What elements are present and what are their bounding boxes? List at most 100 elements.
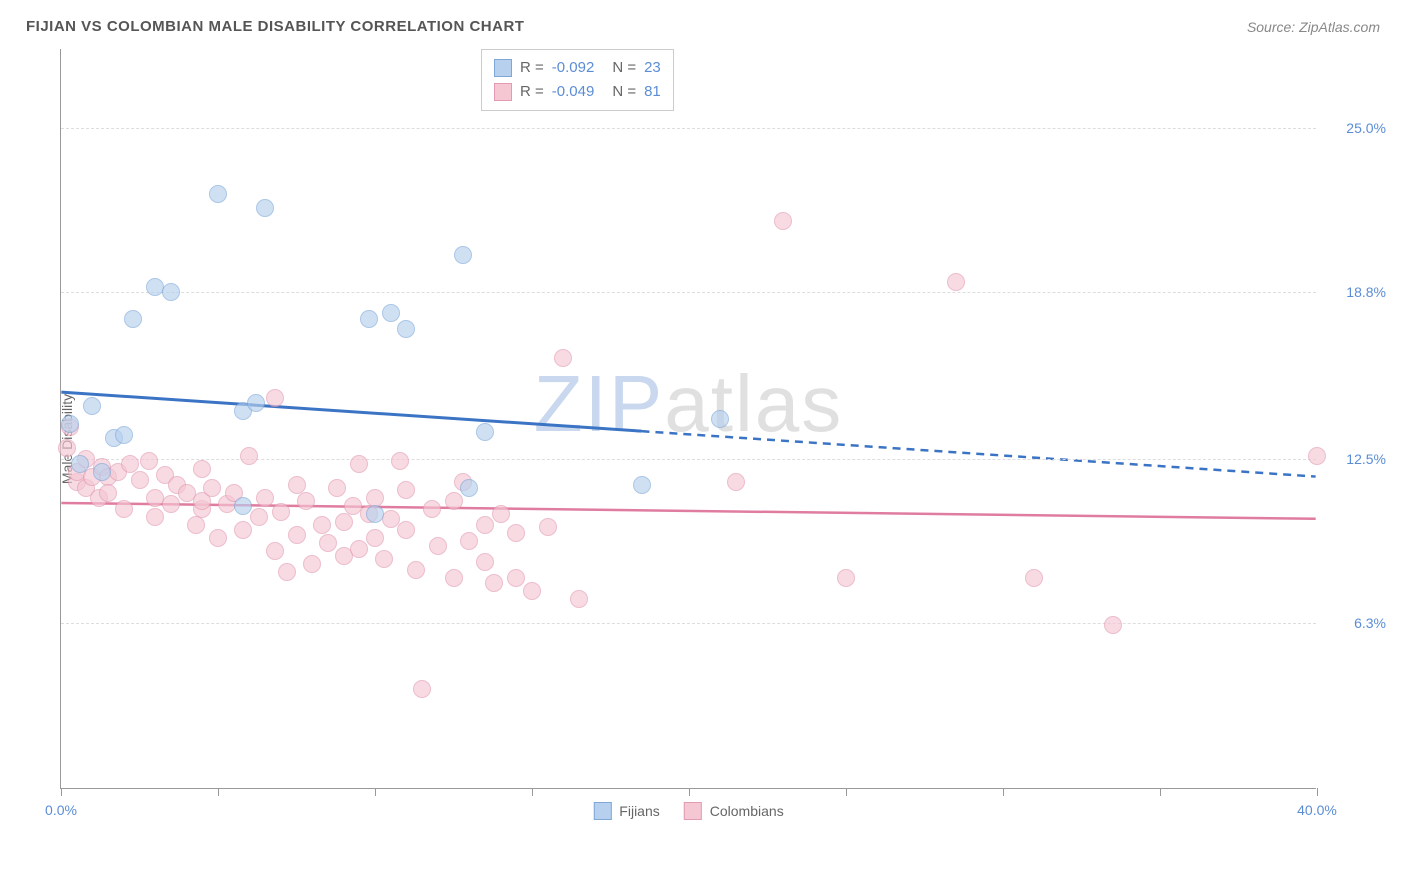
scatter-point [234, 497, 252, 515]
chart-container: FIJIAN VS COLOMBIAN MALE DISABILITY CORR… [10, 10, 1396, 882]
scatter-point [115, 426, 133, 444]
scatter-point [492, 505, 510, 523]
gridline [61, 623, 1316, 624]
scatter-point [711, 410, 729, 428]
scatter-point [209, 185, 227, 203]
scatter-point [71, 455, 89, 473]
scatter-point [570, 590, 588, 608]
ytick-label: 12.5% [1326, 451, 1386, 467]
legend-swatch [494, 59, 512, 77]
xtick-label: 40.0% [1297, 802, 1337, 818]
trend-lines [61, 49, 1316, 788]
scatter-point [507, 524, 525, 542]
scatter-point [297, 492, 315, 510]
scatter-point [124, 310, 142, 328]
xtick-label: 0.0% [45, 802, 77, 818]
scatter-point [460, 479, 478, 497]
scatter-point [209, 529, 227, 547]
scatter-point [247, 394, 265, 412]
chart-header: FIJIAN VS COLOMBIAN MALE DISABILITY CORR… [10, 10, 1396, 39]
scatter-point [93, 463, 111, 481]
ytick-label: 25.0% [1326, 120, 1386, 136]
scatter-point [774, 212, 792, 230]
source-label: Source: ZipAtlas.com [1247, 19, 1380, 35]
legend-swatch [593, 802, 611, 820]
legend-item: Colombians [684, 802, 784, 820]
scatter-point [460, 532, 478, 550]
scatter-point [313, 516, 331, 534]
scatter-point [203, 479, 221, 497]
scatter-point [266, 389, 284, 407]
scatter-point [554, 349, 572, 367]
scatter-point [407, 561, 425, 579]
scatter-point [429, 537, 447, 555]
xtick [61, 788, 62, 796]
scatter-point [454, 246, 472, 264]
scatter-point [727, 473, 745, 491]
legend-swatch [494, 83, 512, 101]
scatter-point [476, 516, 494, 534]
scatter-point [335, 513, 353, 531]
scatter-point [476, 423, 494, 441]
scatter-point [445, 492, 463, 510]
plot-area: ZIPatlas R = -0.092N = 23R = -0.049N = 8… [60, 49, 1316, 789]
scatter-point [162, 283, 180, 301]
scatter-point [278, 563, 296, 581]
scatter-point [146, 508, 164, 526]
xtick [1160, 788, 1161, 796]
scatter-point [485, 574, 503, 592]
scatter-point [476, 553, 494, 571]
scatter-point [266, 542, 284, 560]
scatter-point [240, 447, 258, 465]
ytick-label: 6.3% [1326, 615, 1386, 631]
legend-item: Fijians [593, 802, 659, 820]
scatter-point [1308, 447, 1326, 465]
scatter-point [131, 471, 149, 489]
scatter-point [397, 481, 415, 499]
scatter-point [328, 479, 346, 497]
xtick [375, 788, 376, 796]
scatter-point [115, 500, 133, 518]
scatter-point [413, 680, 431, 698]
legend-stats: R = -0.092N = 23R = -0.049N = 81 [481, 49, 674, 111]
scatter-point [303, 555, 321, 573]
scatter-point [234, 521, 252, 539]
scatter-point [140, 452, 158, 470]
xtick [846, 788, 847, 796]
scatter-point [99, 484, 117, 502]
scatter-point [523, 582, 541, 600]
scatter-point [423, 500, 441, 518]
scatter-point [391, 452, 409, 470]
scatter-point [382, 304, 400, 322]
scatter-point [507, 569, 525, 587]
legend-series: Fijians Colombians [593, 802, 783, 820]
scatter-point [193, 460, 211, 478]
scatter-point [837, 569, 855, 587]
scatter-point [397, 521, 415, 539]
scatter-point [256, 199, 274, 217]
scatter-point [272, 503, 290, 521]
scatter-point [250, 508, 268, 526]
scatter-point [187, 516, 205, 534]
scatter-point [83, 397, 101, 415]
scatter-point [319, 534, 337, 552]
scatter-point [61, 415, 79, 433]
scatter-point [58, 439, 76, 457]
scatter-point [539, 518, 557, 536]
gridline [61, 292, 1316, 293]
scatter-point [350, 455, 368, 473]
xtick [532, 788, 533, 796]
legend-stat-row: R = -0.092N = 23 [494, 56, 661, 80]
scatter-point [397, 320, 415, 338]
xtick [1003, 788, 1004, 796]
scatter-point [366, 505, 384, 523]
scatter-point [375, 550, 393, 568]
chart-title: FIJIAN VS COLOMBIAN MALE DISABILITY CORR… [26, 18, 524, 35]
xtick [689, 788, 690, 796]
ytick-label: 18.8% [1326, 284, 1386, 300]
scatter-point [382, 510, 400, 528]
scatter-point [633, 476, 651, 494]
scatter-point [947, 273, 965, 291]
scatter-point [350, 540, 368, 558]
scatter-point [366, 529, 384, 547]
